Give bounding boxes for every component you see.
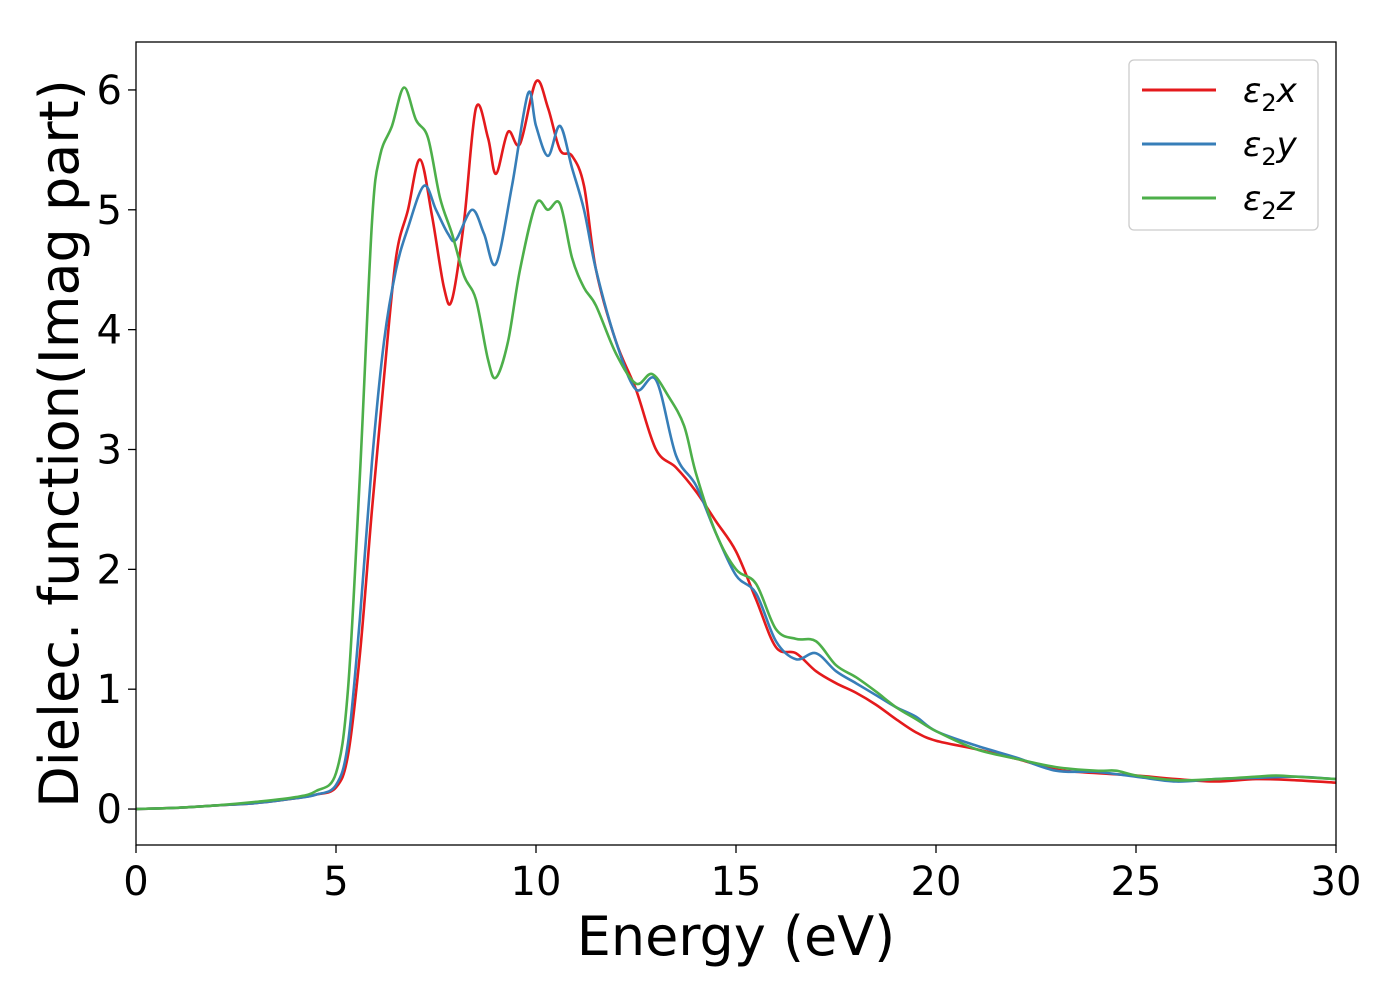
plot-lines [135,79,1337,811]
y-tick-label: 1 [97,667,122,713]
x-tick-label: 30 [1311,859,1362,905]
x-tick-label: 5 [323,859,348,905]
x-tick-label: 0 [123,859,148,905]
y-axis-ticks: 0 1 2 3 4 5 6 [97,68,136,833]
x-tick-label: 15 [711,859,762,905]
y-tick-label: 4 [97,308,122,354]
x-tick-label: 20 [911,859,962,905]
y-tick-label: 3 [97,427,122,473]
x-axis-label: Energy (eV) [577,905,896,968]
x-tick-label: 10 [511,859,562,905]
legend-label-y: ε2y [1243,125,1298,171]
legend-box [1128,59,1319,231]
y-axis-label: Dielec. function(Imag part) [28,79,91,808]
series-line-x [135,79,1337,811]
legend-label-x: ε2x [1243,71,1298,117]
y-tick-label: 5 [97,188,122,234]
legend-label-z: ε2z [1243,179,1296,225]
y-tick-label: 6 [97,68,122,114]
series-line-z [135,86,1337,811]
x-tick-label: 25 [1111,859,1162,905]
legend: ε2x ε2y ε2z [1128,59,1319,231]
series-line-y [135,90,1337,811]
y-tick-label: 0 [97,787,122,833]
x-axis-ticks: 0 5 10 15 20 25 30 [123,845,1361,905]
y-tick-label: 2 [97,547,122,593]
